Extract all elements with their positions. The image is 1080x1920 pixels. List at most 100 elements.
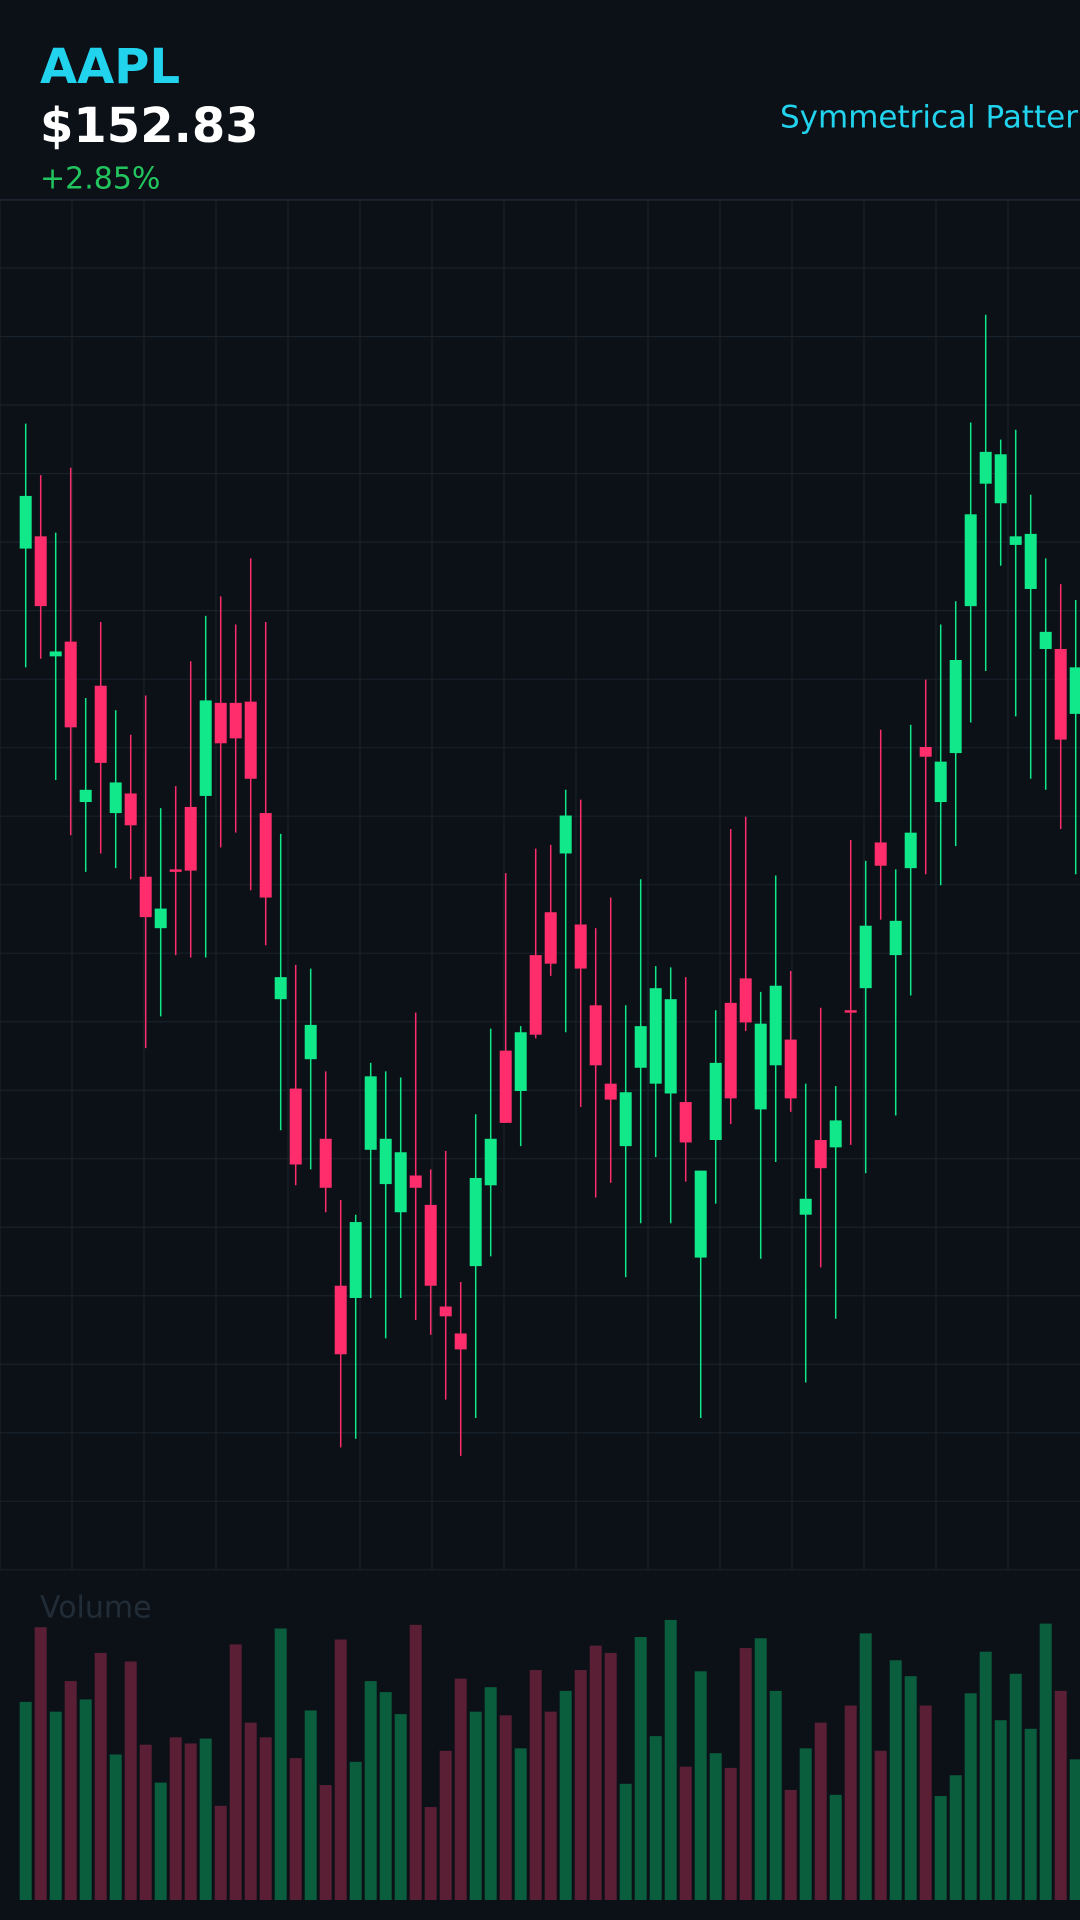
candle-body bbox=[1039, 631, 1052, 649]
volume-bar bbox=[319, 1785, 332, 1900]
volume-bar bbox=[874, 1750, 887, 1900]
volume-bar bbox=[904, 1676, 917, 1900]
volume-bar bbox=[1039, 1623, 1052, 1900]
candle-body bbox=[544, 912, 557, 964]
volume-bar bbox=[994, 1720, 1007, 1900]
candle-body bbox=[1009, 536, 1022, 545]
volume-bar bbox=[259, 1737, 272, 1900]
candle-body bbox=[49, 651, 62, 657]
volume-label: Volume bbox=[40, 1591, 152, 1626]
volume-bar bbox=[859, 1633, 872, 1900]
candle-body bbox=[739, 978, 752, 1023]
candle-body bbox=[364, 1076, 377, 1150]
candle-body bbox=[319, 1138, 332, 1188]
candle-body bbox=[304, 1024, 317, 1060]
volume-bar bbox=[1069, 1759, 1080, 1900]
grid bbox=[0, 199, 1080, 1571]
volume-bar bbox=[679, 1766, 692, 1900]
volume-bar bbox=[604, 1652, 617, 1900]
volume-bar bbox=[379, 1692, 392, 1900]
volume-bar bbox=[109, 1754, 122, 1900]
candle-body bbox=[574, 924, 587, 969]
candle-body bbox=[499, 1050, 512, 1123]
candle-body bbox=[979, 451, 992, 484]
volume-bar bbox=[694, 1671, 707, 1900]
volume-bar bbox=[214, 1805, 227, 1900]
volume-bar bbox=[274, 1628, 287, 1900]
volume-bar bbox=[454, 1678, 467, 1900]
volume-bar bbox=[1024, 1728, 1037, 1900]
volume-bar bbox=[559, 1690, 572, 1900]
candle-body bbox=[439, 1306, 452, 1317]
candle-body bbox=[664, 999, 677, 1094]
volume-bar bbox=[94, 1652, 107, 1900]
candle-body bbox=[904, 832, 917, 869]
volume-bar bbox=[799, 1748, 812, 1900]
pattern-label: Symmetrical Pattern bbox=[780, 100, 1080, 136]
candle-body bbox=[649, 988, 662, 1084]
candle-body bbox=[604, 1083, 617, 1100]
volume-bar bbox=[649, 1736, 662, 1900]
candle-body bbox=[94, 685, 107, 763]
candle-body bbox=[934, 761, 947, 803]
candle-body bbox=[124, 793, 137, 826]
candle-body bbox=[109, 782, 122, 814]
candle-body bbox=[709, 1062, 722, 1141]
candle-body bbox=[199, 700, 212, 796]
candle-body bbox=[694, 1170, 707, 1258]
candle-body bbox=[1069, 667, 1080, 714]
candle-body bbox=[859, 925, 872, 989]
volume-bar bbox=[34, 1627, 47, 1900]
candle-body bbox=[844, 1010, 857, 1013]
price: $152.83 bbox=[40, 98, 259, 154]
candle-body bbox=[1054, 648, 1067, 740]
candle-body bbox=[964, 514, 977, 607]
volume-bar bbox=[199, 1738, 212, 1900]
volume-bar bbox=[64, 1681, 77, 1900]
volume-bar bbox=[724, 1767, 737, 1900]
candle-body bbox=[289, 1088, 302, 1165]
volume-bar bbox=[844, 1705, 857, 1900]
candle-body bbox=[754, 1023, 767, 1110]
candle-body bbox=[334, 1285, 347, 1355]
candle-body bbox=[559, 815, 572, 854]
volume-bar bbox=[574, 1670, 587, 1900]
candle-body bbox=[19, 495, 32, 549]
volume-bar bbox=[184, 1743, 197, 1900]
volume-bar bbox=[589, 1645, 602, 1900]
candle-body bbox=[229, 702, 242, 739]
candle-body bbox=[214, 702, 227, 744]
candle-body bbox=[259, 813, 272, 898]
volume-bar bbox=[409, 1624, 422, 1900]
volume-bar bbox=[754, 1638, 767, 1900]
volume-bar bbox=[769, 1690, 782, 1900]
candle-body bbox=[394, 1152, 407, 1213]
volume-bar bbox=[424, 1807, 437, 1900]
candle-body bbox=[34, 536, 47, 607]
volume-bar bbox=[514, 1748, 527, 1900]
candle-body bbox=[64, 641, 77, 728]
candle-body bbox=[169, 869, 182, 872]
volume-bar bbox=[634, 1637, 647, 1900]
candle-body bbox=[454, 1333, 467, 1350]
volume-bar bbox=[469, 1711, 482, 1900]
volume-bar bbox=[124, 1661, 137, 1900]
candle-body bbox=[919, 746, 932, 757]
candle-body bbox=[514, 1032, 527, 1092]
candle-body bbox=[679, 1102, 692, 1143]
volume-bar bbox=[304, 1710, 317, 1900]
candle-body bbox=[889, 920, 902, 956]
volume-bar bbox=[334, 1639, 347, 1900]
candle-body bbox=[829, 1120, 842, 1148]
candle-body bbox=[874, 842, 887, 866]
volume-bar bbox=[244, 1722, 257, 1900]
volume-bar bbox=[364, 1681, 377, 1900]
candle-body bbox=[529, 955, 542, 1035]
volume-bar bbox=[154, 1782, 167, 1900]
change: +2.85% bbox=[40, 162, 160, 197]
volume-bar bbox=[919, 1705, 932, 1900]
volume-bar bbox=[709, 1753, 722, 1900]
candle-body bbox=[994, 454, 1007, 504]
candle-body bbox=[349, 1222, 362, 1298]
volume-bar bbox=[829, 1794, 842, 1900]
